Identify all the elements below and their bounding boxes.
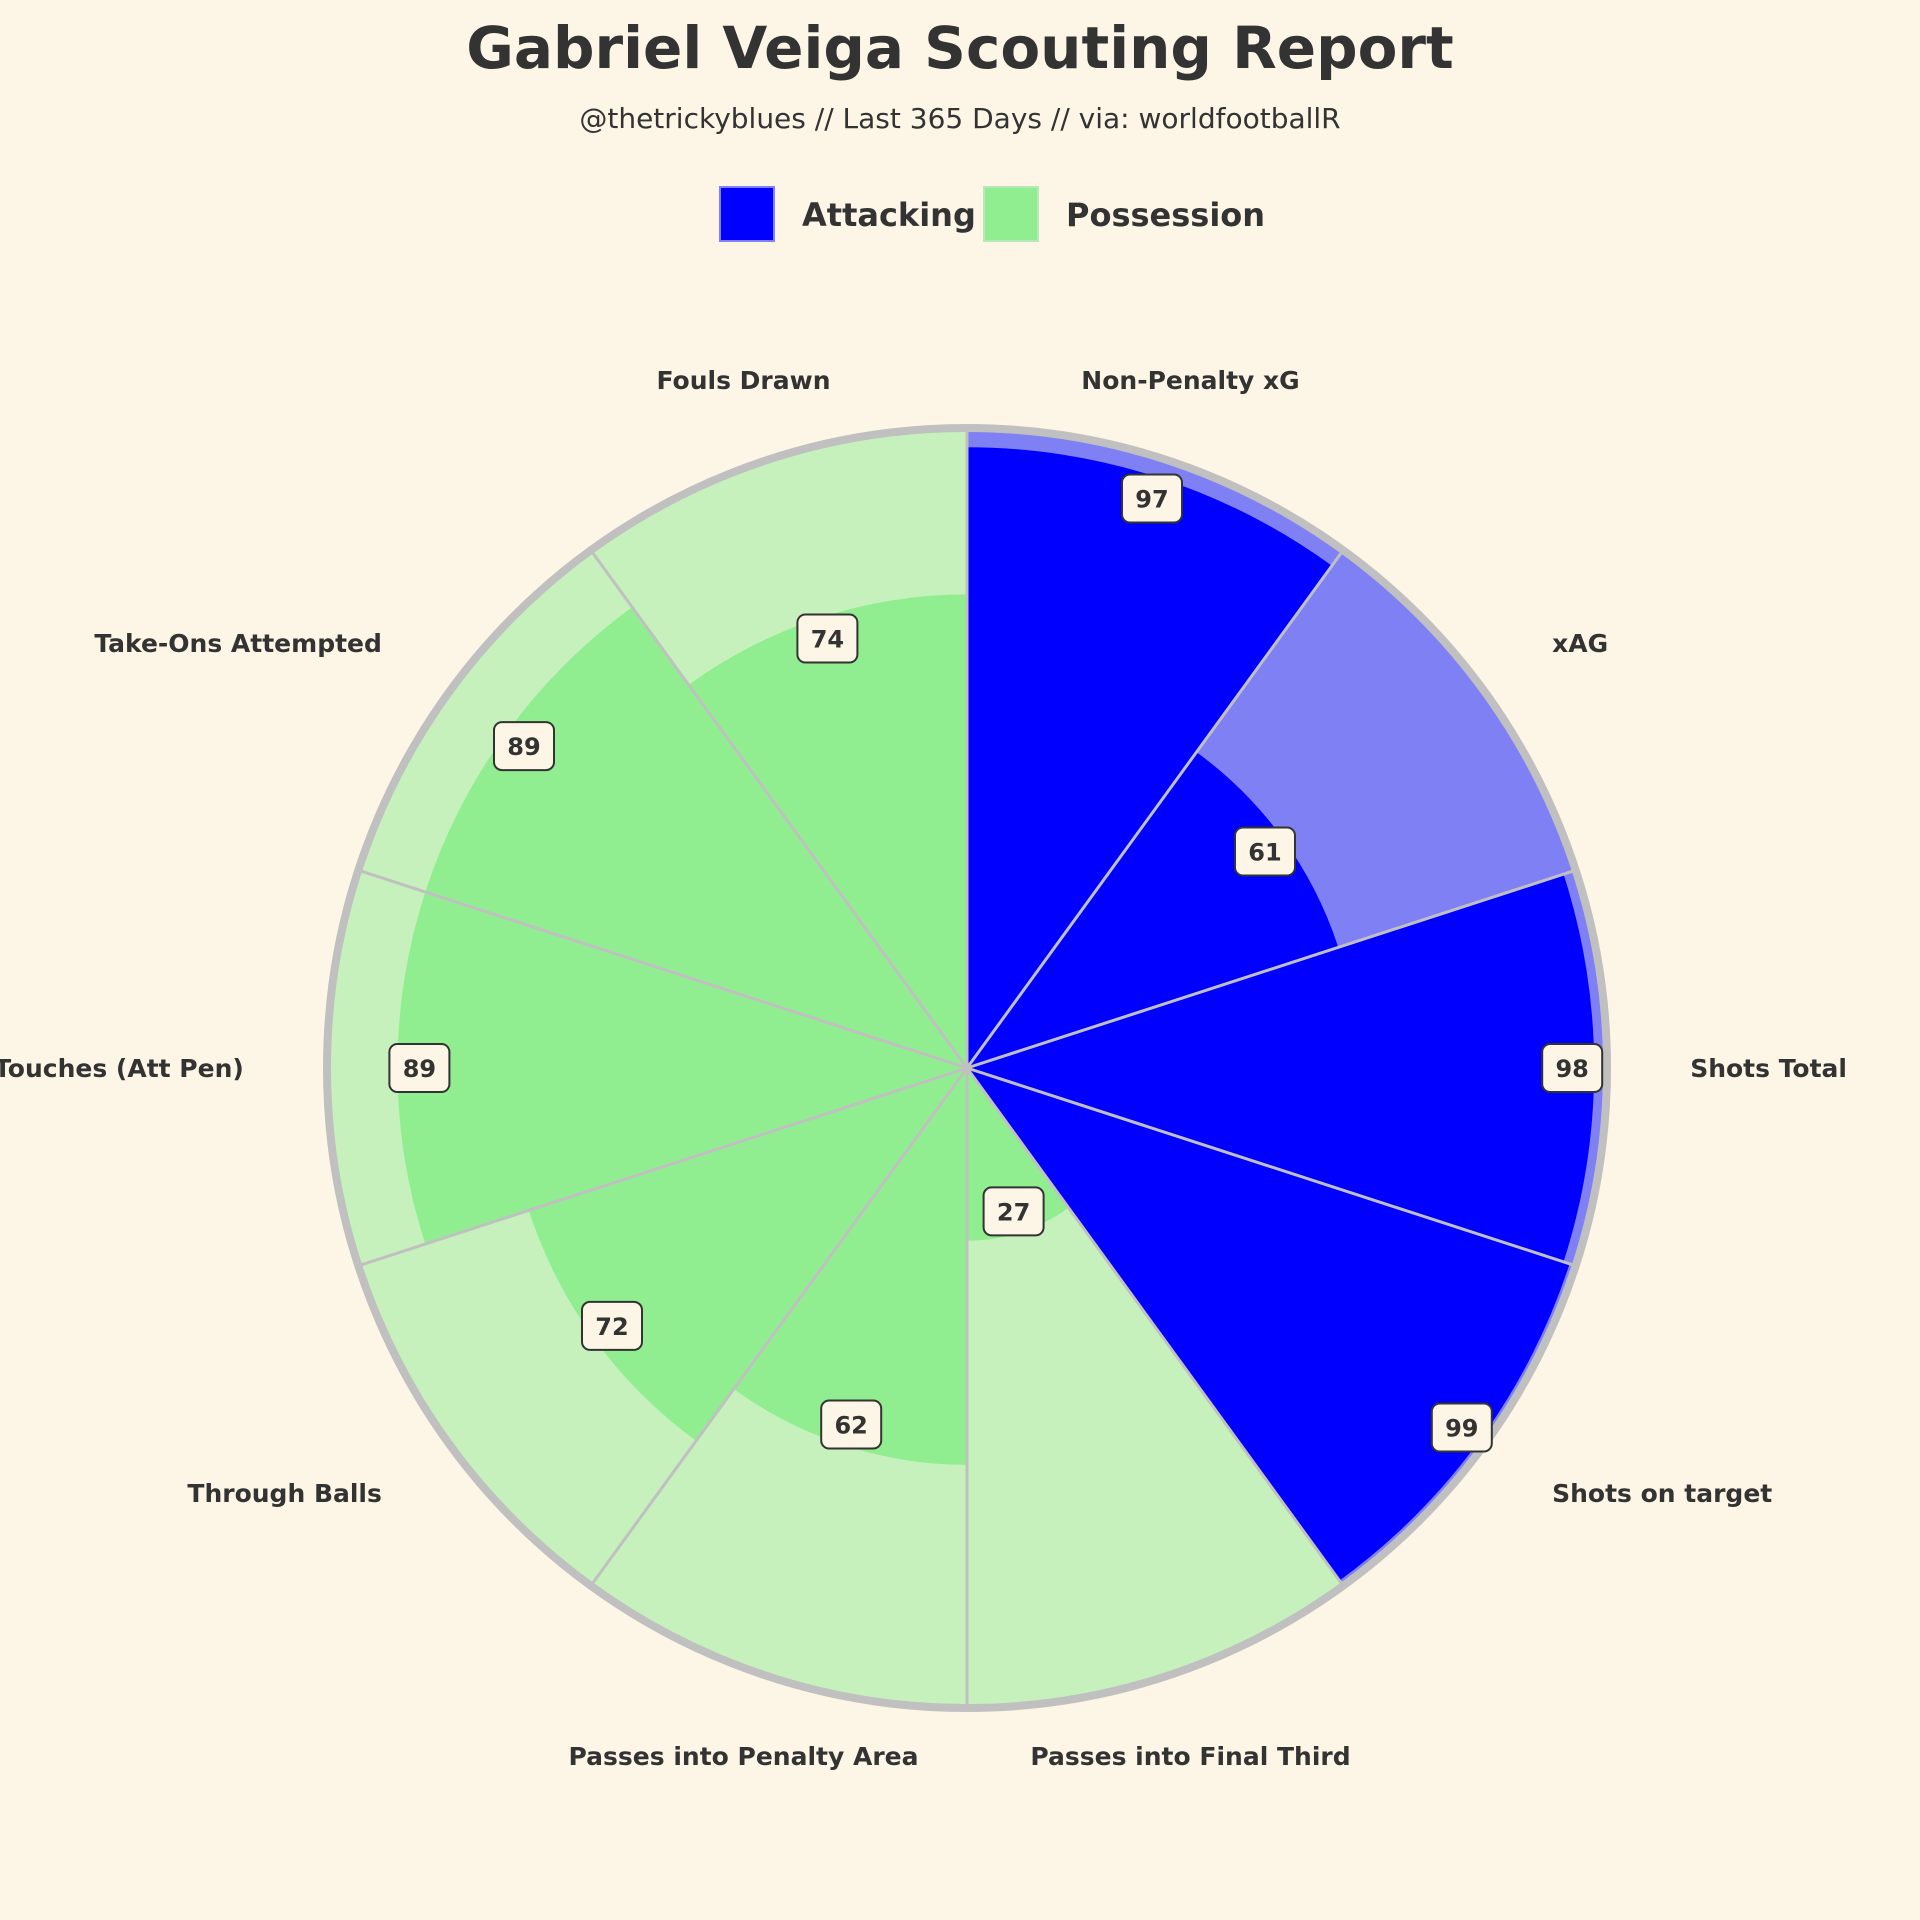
value-labels: 97 61 98 99 27 62 72 89 89 74 (388, 473, 1604, 1453)
value-label-shots-total: 98 (1541, 1043, 1604, 1093)
legend: Attacking Possession (719, 186, 1265, 242)
value-label-xag: 61 (1234, 826, 1296, 877)
bar-take-ons-attempted (425, 607, 967, 1068)
category-label-non-penalty-xg: Non-Penalty xG (1081, 366, 1299, 395)
value-label-text: 98 (1555, 1055, 1588, 1083)
chart-title: Gabriel Veiga Scouting Report (466, 14, 1454, 82)
value-label-passes-into-final-third: 27 (982, 1186, 1045, 1237)
slice-bars (397, 447, 1595, 1581)
category-labels: Non-Penalty xG xAG Shots Total Shots on tar… (0, 366, 1847, 1771)
slice-dividers (357, 428, 1577, 1708)
value-label-text: 62 (834, 1412, 867, 1440)
legend-swatch-possession (983, 186, 1039, 242)
value-label-shots-on-target: 99 (1430, 1402, 1493, 1453)
divider-line (965, 1067, 1345, 1587)
value-label-text: 74 (811, 626, 844, 654)
category-label-through-balls: Through Balls (187, 1479, 382, 1508)
bar-touches-att-pen (397, 891, 968, 1245)
category-label-take-ons-attempted: Take-Ons Attempted (94, 629, 382, 658)
bar-shots-on-target (967, 1068, 1570, 1581)
value-label-box (1541, 1043, 1604, 1093)
value-label-box (796, 613, 859, 664)
bar-passes-into-penalty-area (733, 1068, 967, 1465)
value-label-text: 61 (1248, 839, 1281, 867)
divider-line (589, 549, 969, 1069)
legend-label-possession: Possession (1066, 196, 1265, 234)
divider-line (966, 1066, 1577, 1268)
legend-swatch-attacking (719, 186, 775, 242)
value-label-box (1234, 826, 1296, 877)
category-label-passes-into-penalty-area: Passes into Penalty Area (569, 1742, 919, 1771)
value-label-non-penalty-xg: 97 (1121, 473, 1183, 524)
value-label-passes-into-penalty-area: 62 (820, 1399, 883, 1450)
category-label-fouls-drawn: Fouls Drawn (656, 366, 830, 395)
divider-line (357, 1066, 968, 1268)
value-label-text: 99 (1445, 1415, 1478, 1443)
value-label-box (1121, 473, 1183, 524)
outer-ring (323, 424, 1611, 1712)
value-label-box (1430, 1402, 1493, 1453)
category-label-shots-total: Shots Total (1690, 1054, 1847, 1083)
value-label-text: 72 (595, 1313, 628, 1341)
value-label-touches-att-pen: 89 (388, 1043, 451, 1093)
value-label-fouls-drawn: 74 (796, 613, 859, 664)
value-label-box (820, 1399, 883, 1450)
category-label-touches-att-pen: Touches (Att Pen) (0, 1054, 244, 1083)
value-label-take-ons-attempted: 89 (493, 721, 555, 772)
divider-line (965, 549, 1345, 1069)
legend-label-attacking: Attacking (802, 196, 976, 234)
divider-line (966, 868, 1577, 1070)
category-label-xag: xAG (1552, 629, 1608, 658)
value-label-text: 89 (507, 733, 540, 761)
value-label-box (581, 1300, 643, 1351)
divider-line (589, 1067, 969, 1587)
chart-subtitle: @thetrickyblues // Last 365 Days // via:… (579, 102, 1340, 135)
value-label-box (982, 1186, 1045, 1237)
category-label-passes-into-final-third: Passes into Final Third (1030, 1742, 1350, 1771)
slice-bg-passes-into-final-third (967, 1068, 1344, 1708)
category-label-shots-on-target: Shots on target (1552, 1479, 1772, 1508)
value-label-box (493, 721, 555, 772)
bar-shots-total (967, 874, 1595, 1262)
value-label-text: 97 (1135, 486, 1168, 514)
value-label-box (388, 1043, 451, 1093)
value-label-text: 27 (997, 1198, 1030, 1226)
value-label-through-balls: 72 (581, 1300, 643, 1351)
value-label-text: 89 (403, 1055, 436, 1083)
bar-non-penalty-xg (967, 447, 1332, 1068)
bar-fouls-drawn (688, 594, 967, 1068)
divider-line (357, 868, 968, 1070)
